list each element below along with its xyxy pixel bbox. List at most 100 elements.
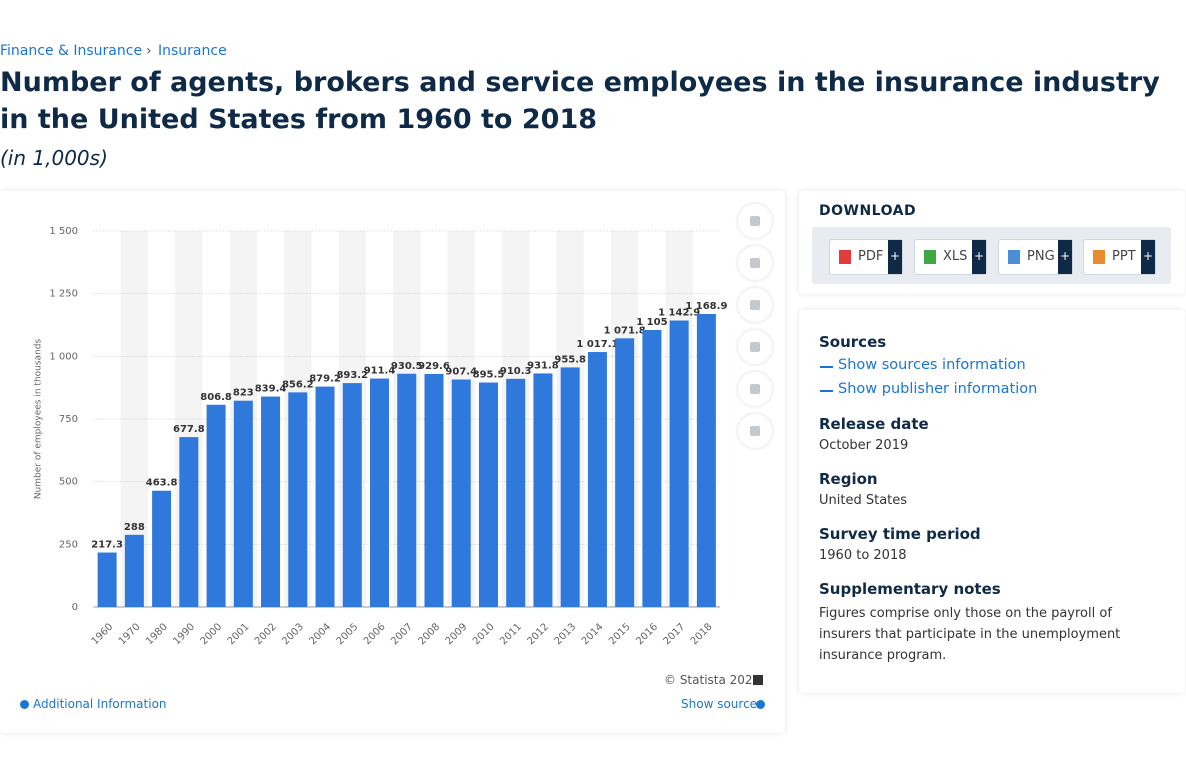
bar xyxy=(669,320,689,607)
x-tick-label: 2015 xyxy=(607,621,633,647)
bar xyxy=(506,378,526,607)
download-button[interactable]: PPT + xyxy=(1083,239,1156,275)
cite-button[interactable] xyxy=(738,372,772,406)
bar xyxy=(478,382,498,607)
value-label: 929.6 xyxy=(418,361,450,372)
x-tick-label: 2006 xyxy=(362,621,388,647)
bar xyxy=(315,386,335,607)
breadcrumb-link[interactable]: Insurance xyxy=(158,43,227,59)
x-tick-label: 2012 xyxy=(525,621,551,647)
plus: + xyxy=(972,240,986,274)
bar xyxy=(342,383,362,607)
sources-heading: Sources xyxy=(819,333,887,351)
download-button[interactable]: PNG + xyxy=(998,239,1073,275)
value-label: 907.4 xyxy=(445,367,477,378)
value-label: 217.3 xyxy=(91,540,123,551)
field-value: October 2019 xyxy=(819,438,909,453)
field-label: Survey time period xyxy=(819,525,981,543)
button-label: XLS xyxy=(943,249,968,264)
info-icon xyxy=(20,700,29,709)
value-label: 463.8 xyxy=(146,478,178,489)
bar xyxy=(288,392,308,607)
x-tick-label: 2017 xyxy=(662,621,688,647)
additional-info-link[interactable]: Additional Information xyxy=(33,697,167,711)
y-tick-label: 1 000 xyxy=(49,351,78,362)
x-tick-label: 2011 xyxy=(498,621,524,647)
y-tick-label: 1 500 xyxy=(49,226,78,237)
details-card xyxy=(799,310,1185,693)
x-tick-label: 2000 xyxy=(199,621,225,647)
x-tick-label: 1960 xyxy=(90,621,116,647)
print-button[interactable] xyxy=(738,414,772,448)
button-label: PPT xyxy=(1112,249,1136,264)
x-tick-label: 2003 xyxy=(280,621,306,647)
value-label: 1 105 xyxy=(636,317,667,328)
x-tick-label: 1970 xyxy=(117,621,143,647)
value-label: 856.2 xyxy=(282,379,314,390)
bar xyxy=(397,373,417,607)
value-label: 931.8 xyxy=(527,360,559,371)
bar xyxy=(424,373,444,607)
bar xyxy=(152,490,172,607)
field-label: Supplementary notes xyxy=(819,580,1001,598)
alert-button[interactable] xyxy=(738,246,772,280)
show-source-link[interactable]: Show source xyxy=(681,697,758,711)
x-tick-label: 2005 xyxy=(335,621,361,647)
bar xyxy=(179,437,199,607)
x-tick-label: 2018 xyxy=(689,621,715,647)
field-label: Region xyxy=(819,470,878,488)
field-value: United States xyxy=(819,493,908,508)
value-label: 839.4 xyxy=(255,384,287,395)
x-tick-label: 2001 xyxy=(226,621,252,647)
value-label: 955.8 xyxy=(554,354,586,365)
button-label: PNG xyxy=(1027,249,1055,264)
bar xyxy=(696,313,716,607)
y-axis-title: Number of employees in thousands xyxy=(34,339,44,500)
x-tick-label: 2014 xyxy=(580,621,606,647)
bar xyxy=(642,330,662,607)
x-tick-label: 2002 xyxy=(253,621,279,647)
field-value: Figures comprise only those on the payro… xyxy=(819,606,1121,663)
download-title: DOWNLOAD xyxy=(819,203,917,219)
share-button[interactable] xyxy=(738,330,772,364)
x-tick-label: 2010 xyxy=(471,621,497,647)
subtitle: (in 1,000s) xyxy=(0,146,108,170)
bar xyxy=(124,534,144,607)
settings-button[interactable] xyxy=(738,288,772,322)
value-label: 823 xyxy=(233,388,254,399)
value-label: 1 168.9 xyxy=(685,301,727,312)
plus: + xyxy=(1058,240,1072,274)
x-tick-label: 2013 xyxy=(553,621,579,647)
value-label: 806.8 xyxy=(200,392,232,403)
value-label: 677.8 xyxy=(173,424,205,435)
arrow-icon xyxy=(820,366,833,368)
bar xyxy=(261,396,281,607)
value-label: 893.2 xyxy=(336,370,368,381)
value-label: 910.3 xyxy=(500,366,532,377)
sources-link[interactable]: Show sources information xyxy=(838,357,1026,373)
download-button[interactable]: PDF + xyxy=(829,239,903,275)
favorite-button[interactable] xyxy=(738,204,772,238)
publisher-link[interactable]: Show publisher information xyxy=(838,381,1038,397)
x-tick-label: 1990 xyxy=(171,621,197,647)
value-label: 930.5 xyxy=(391,361,423,372)
value-label: 1 071.8 xyxy=(604,325,646,336)
x-tick-label: 1980 xyxy=(144,621,170,647)
y-tick-label: 500 xyxy=(59,477,78,488)
copyright: © Statista 2020 xyxy=(664,673,761,687)
value-label: 911.4 xyxy=(364,366,396,377)
breadcrumb-separator: › xyxy=(146,43,152,59)
value-label: 879.2 xyxy=(309,374,341,385)
bar xyxy=(97,552,117,607)
x-tick-label: 2009 xyxy=(444,621,470,647)
download-button[interactable]: XLS + xyxy=(914,239,987,275)
flag-icon xyxy=(753,675,763,685)
y-tick-label: 250 xyxy=(59,539,78,550)
bar xyxy=(206,404,226,607)
plus: + xyxy=(888,240,902,274)
breadcrumb-link[interactable]: Finance & Insurance xyxy=(0,43,143,59)
value-label: 895.5 xyxy=(473,370,505,381)
info-icon xyxy=(756,700,765,709)
bar xyxy=(587,352,607,607)
bar xyxy=(615,338,635,607)
